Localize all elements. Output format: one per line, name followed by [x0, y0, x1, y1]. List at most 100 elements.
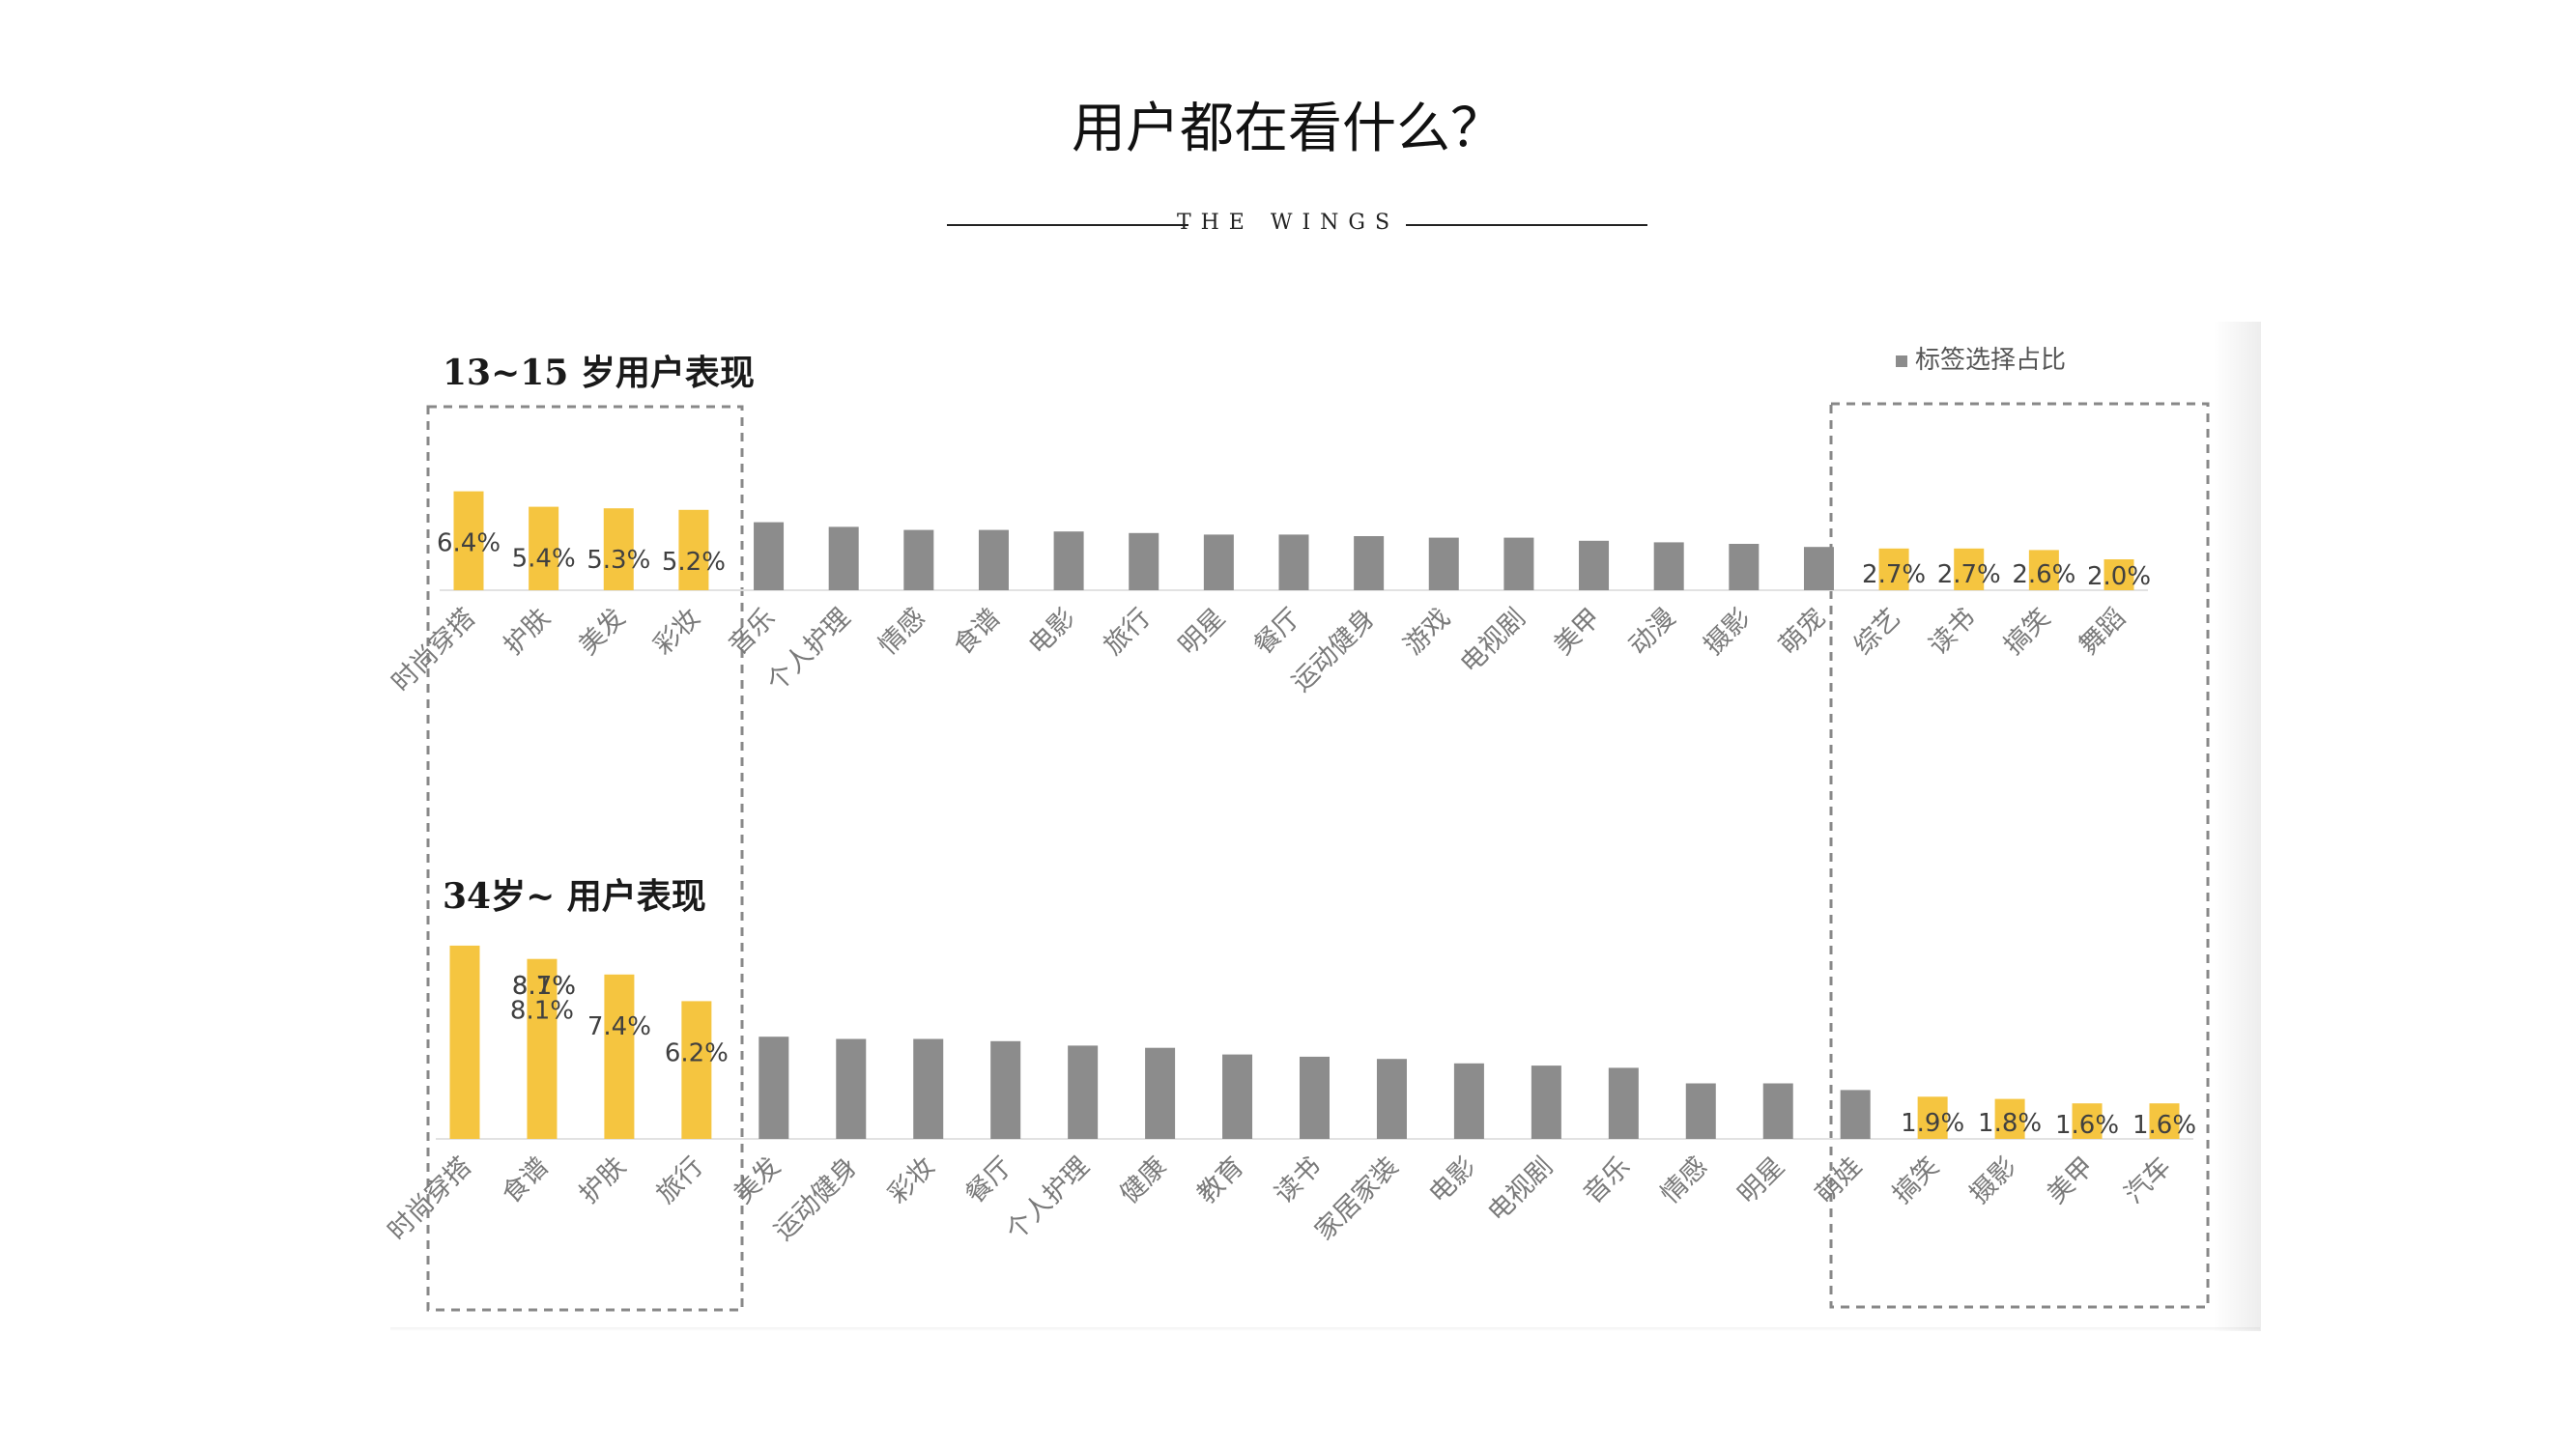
tick-label: 时尚穿搭	[383, 1151, 477, 1246]
data-label: 6.4%	[437, 529, 501, 558]
bar	[2028, 550, 2059, 590]
bar	[758, 1037, 789, 1139]
bar	[1129, 532, 1159, 590]
tick-label: 萌宠	[1773, 603, 1831, 661]
tick-label: 餐厅	[1248, 603, 1306, 661]
tick-label: 汽车	[2119, 1151, 2177, 1209]
tick-label: 美发	[729, 1151, 787, 1209]
tick-label: 旅行	[1099, 603, 1157, 661]
tick-label: 读书	[1924, 603, 1982, 661]
tick-label: 游戏	[1398, 603, 1456, 661]
tick-label: 搞笑	[1998, 603, 2056, 661]
bar	[1376, 1059, 1407, 1139]
tick-label: 舞蹈	[2074, 603, 2132, 661]
tick-label: 时尚穿搭	[386, 603, 481, 697]
bar	[603, 508, 634, 590]
highlight-box-left	[426, 405, 744, 1312]
bar	[2149, 1103, 2180, 1139]
tick-label: 电视剧	[1455, 603, 1531, 679]
tick-label: 运动健身	[1286, 603, 1381, 697]
bar	[1878, 548, 1909, 590]
tick-label: 护肤	[498, 603, 556, 661]
tick-label: 摄影	[1964, 1151, 2022, 1209]
tick-label: 综艺	[1848, 603, 1906, 661]
tick-label: 动漫	[1623, 603, 1681, 661]
bar	[1917, 1096, 1948, 1139]
tick-label: 明星	[1173, 603, 1231, 661]
tick-label: 美甲	[1548, 603, 1606, 661]
bar	[836, 1038, 867, 1139]
data-label: 1.6%	[2132, 1111, 2196, 1140]
tick-label: 音乐	[723, 603, 781, 661]
data-label: 2.7%	[1862, 560, 1926, 589]
bar	[1453, 1063, 1484, 1139]
bar	[604, 974, 635, 1139]
legend-swatch	[1896, 355, 1907, 367]
bar	[1053, 531, 1084, 590]
tick-label: 护肤	[574, 1151, 632, 1209]
subtitle-row: THE WINGS	[0, 203, 2576, 242]
chart-card	[390, 322, 2260, 1331]
bar	[1145, 1047, 1176, 1139]
tick-label: 彩妆	[648, 603, 706, 661]
bar	[1222, 1054, 1253, 1139]
bar	[1278, 534, 1309, 590]
bar	[527, 958, 558, 1139]
tick-label: 萌娃	[1810, 1151, 1868, 1209]
bar	[1531, 1065, 1561, 1139]
data-label: 5.3%	[587, 546, 650, 575]
tick-label: 读书	[1269, 1151, 1327, 1209]
tick-label: 音乐	[1578, 1151, 1636, 1209]
highlight-box-right	[1829, 402, 2210, 1309]
bar	[678, 509, 709, 590]
bar	[754, 522, 785, 590]
bar	[913, 1038, 944, 1139]
bar	[1685, 1083, 1716, 1139]
bar	[978, 529, 1009, 590]
subtitle: THE WINGS	[1176, 211, 1400, 235]
bar	[453, 491, 484, 590]
data-label: 1.9%	[1901, 1109, 1964, 1138]
tick-label: 运动健身	[768, 1151, 863, 1246]
tick-label: 个人护理	[761, 603, 856, 697]
bar	[529, 506, 559, 590]
bar	[449, 945, 480, 1139]
bar	[1954, 548, 1985, 590]
divider-left	[947, 224, 1188, 226]
chart-card-shadow	[2213, 322, 2261, 1331]
data-label: 5.2%	[662, 548, 726, 577]
bar	[1068, 1045, 1099, 1139]
bar	[990, 1040, 1021, 1139]
tick-label: 电影	[1023, 603, 1081, 661]
legend: 标签选择占比	[1896, 346, 2066, 375]
bar	[1729, 544, 1760, 590]
bar	[1203, 534, 1234, 590]
data-label: 1.6%	[2055, 1111, 2119, 1140]
bar	[1653, 542, 1684, 590]
tick-label: 食谱	[948, 603, 1006, 661]
data-label: 6.2%	[665, 1038, 729, 1067]
data-label: 7.4%	[587, 1012, 651, 1041]
tick-label: 情感	[1655, 1151, 1713, 1209]
data-label: 8.1%	[510, 997, 574, 1026]
bar	[1579, 540, 1610, 590]
bar	[1608, 1067, 1639, 1139]
tick-label: 食谱	[497, 1151, 555, 1209]
tick-label: 电视剧	[1482, 1151, 1559, 1228]
tick-label: 教育	[1191, 1151, 1249, 1209]
data-label: 1.8%	[1978, 1109, 2042, 1138]
tick-label: 摄影	[1699, 603, 1757, 661]
tick-label: 明星	[1732, 1151, 1790, 1209]
data-label: 2.7%	[1937, 560, 2001, 589]
tick-label: 个人护理	[1000, 1151, 1095, 1246]
bar	[2072, 1103, 2103, 1139]
chart-card-bottom-edge	[390, 1327, 2260, 1331]
tick-label: 餐厅	[960, 1151, 1018, 1209]
bar	[828, 526, 859, 590]
tick-label: 健康	[1114, 1151, 1172, 1209]
tick-label: 情感	[873, 603, 931, 661]
data-label: 8.7%	[512, 972, 576, 1001]
